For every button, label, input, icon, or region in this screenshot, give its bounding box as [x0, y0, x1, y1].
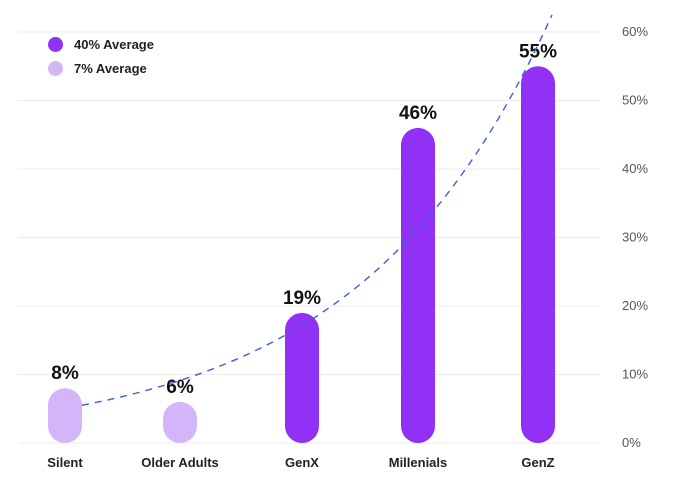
- data-label: 6%: [166, 377, 194, 398]
- bar: [163, 401, 197, 443]
- legend-swatch-40-average: [48, 36, 63, 52]
- y-tick-label: 30%: [622, 230, 648, 245]
- y-tick-label: 60%: [622, 24, 648, 39]
- data-label: 46%: [399, 103, 437, 124]
- data-label: 19%: [283, 288, 321, 309]
- bar: [401, 127, 435, 444]
- legend-item-40-average: 40% Average: [48, 32, 154, 56]
- x-tick-label: Silent: [47, 455, 83, 470]
- x-tick-label: GenZ: [521, 455, 554, 470]
- bar: [521, 66, 555, 443]
- data-label: 55%: [519, 41, 557, 62]
- bar: [285, 312, 319, 443]
- y-tick-label: 40%: [622, 161, 648, 176]
- legend-label-7-average: 7% Average: [74, 60, 147, 76]
- y-tick-label: 0%: [622, 435, 641, 450]
- bar: [48, 388, 82, 443]
- y-tick-label: 50%: [622, 93, 648, 108]
- legend-swatch-7-average: [48, 60, 63, 76]
- legend: 40% Average 7% Average: [48, 32, 154, 80]
- x-tick-label: GenX: [285, 455, 319, 470]
- trend-line: [81, 14, 553, 406]
- x-tick-label: Older Adults: [141, 455, 219, 470]
- data-label: 8%: [51, 363, 79, 384]
- legend-label-40-average: 40% Average: [74, 36, 154, 52]
- y-tick-label: 10%: [622, 367, 648, 382]
- y-tick-label: 20%: [622, 298, 648, 313]
- legend-item-7-average: 7% Average: [48, 56, 154, 80]
- x-tick-label: Millenials: [389, 455, 448, 470]
